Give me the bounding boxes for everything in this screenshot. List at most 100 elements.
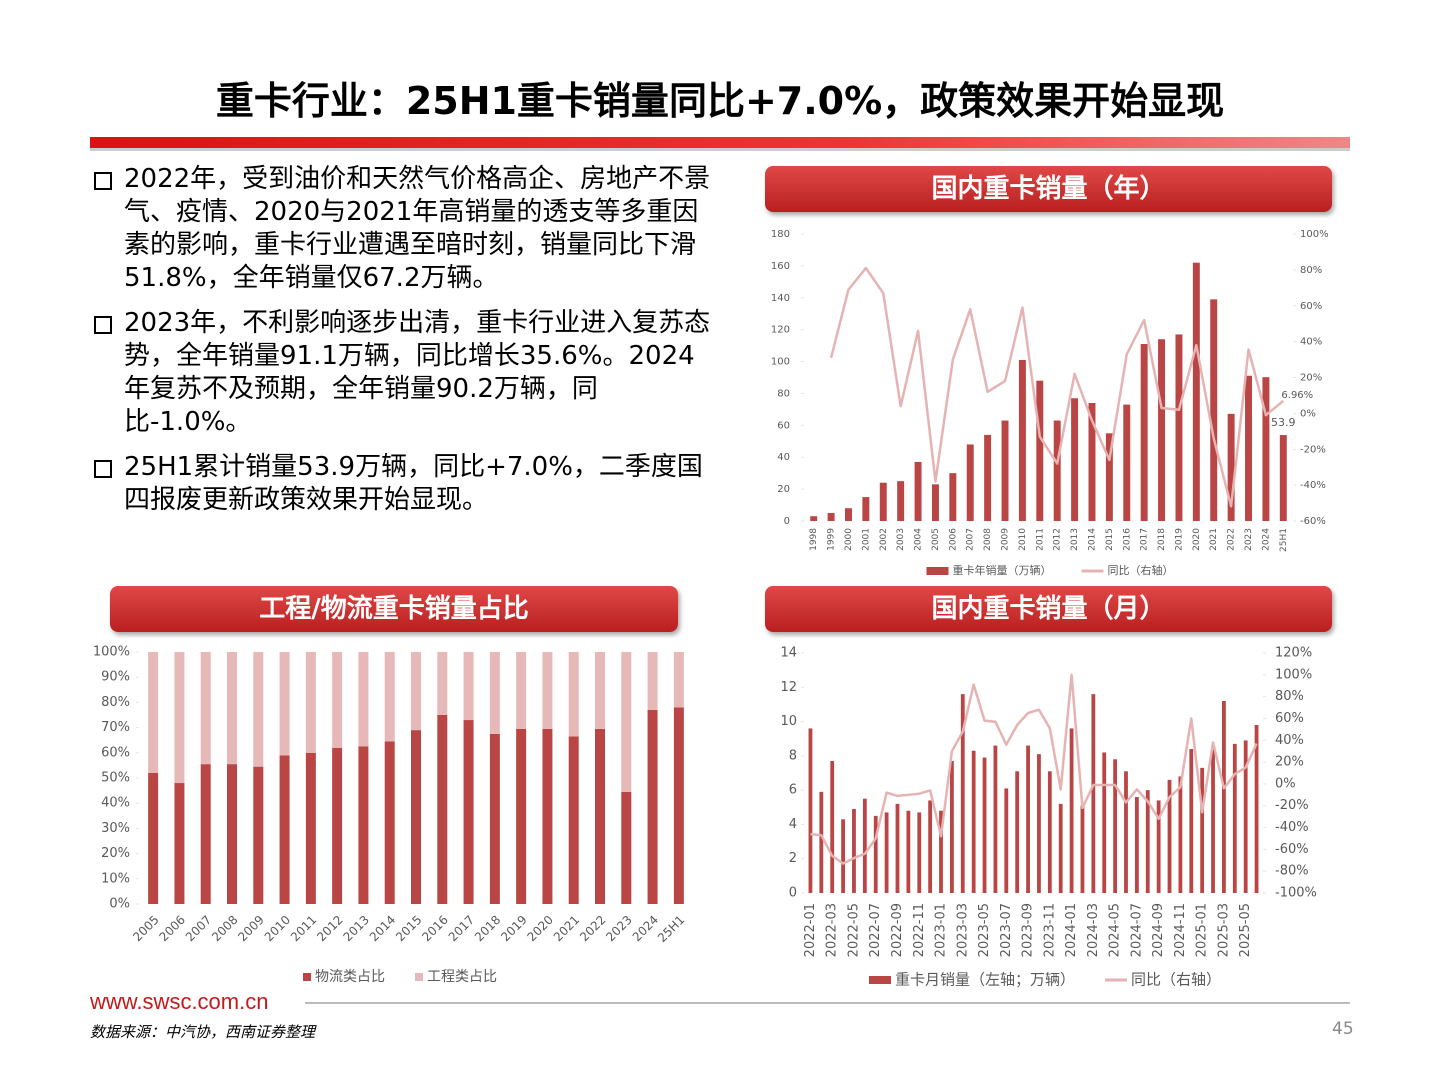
bar <box>673 707 684 904</box>
bar <box>819 791 824 893</box>
bar <box>568 652 579 737</box>
bar <box>1227 413 1235 521</box>
x-tick-label: 2019 <box>498 913 529 944</box>
y-tick-label: 4 <box>789 817 797 832</box>
x-tick-label: 2010 <box>1018 528 1028 551</box>
x-tick-label: 2012 <box>314 913 345 944</box>
bar <box>227 652 237 765</box>
bar <box>437 715 448 904</box>
bar <box>1088 403 1096 521</box>
x-tick-label: 2023-01 <box>934 903 949 957</box>
x-tick-label: 2018 <box>1157 528 1167 551</box>
bar <box>1113 759 1118 893</box>
bar <box>1189 749 1194 893</box>
y-tick-label: 0% <box>109 897 130 912</box>
y-tick-label: 20% <box>101 846 130 861</box>
bar <box>621 791 632 904</box>
y-tick-label: -60% <box>1275 842 1309 857</box>
y-tick-label: 80% <box>101 695 130 710</box>
y-tick-label: 160 <box>771 261 790 272</box>
bar <box>253 766 264 904</box>
bar <box>384 741 395 904</box>
y-tick-label: 60% <box>1275 711 1304 726</box>
y-tick-label: 100% <box>1300 229 1329 240</box>
bar <box>411 652 421 731</box>
y-tick-label: 60 <box>777 420 790 431</box>
x-tick-label: 25H1 <box>655 913 687 945</box>
bar <box>673 652 684 708</box>
x-tick-label: 2020 <box>1192 528 1202 551</box>
bar <box>1053 420 1061 521</box>
bar <box>384 652 395 742</box>
y-tick-label: 20% <box>1300 373 1322 384</box>
x-tick-label: 2024-07 <box>1129 903 1144 957</box>
y-tick-label: 120 <box>771 325 790 336</box>
y-tick-label: 140 <box>771 293 790 304</box>
y-tick-label: -40% <box>1300 480 1326 491</box>
x-tick-label: 2023-03 <box>955 903 970 957</box>
y-tick-label: 8 <box>789 748 797 763</box>
bar <box>595 652 605 729</box>
bar <box>862 798 867 893</box>
bar <box>971 750 976 893</box>
bar <box>884 812 889 893</box>
bar <box>1211 749 1215 893</box>
y-tick-label: -20% <box>1300 444 1326 455</box>
x-tick-label: 2015 <box>393 913 424 944</box>
x-tick-label: 2000 <box>844 528 854 551</box>
x-tick-label: 2022-03 <box>825 903 840 957</box>
y-tick-label: 80% <box>1275 689 1304 704</box>
x-tick-label: 2021 <box>1209 528 1219 551</box>
x-tick-label: 2022 <box>1227 528 1237 551</box>
x-tick-label: 2006 <box>157 913 188 944</box>
bullet: 25H1累计销量53.9万辆，同比+7.0%，二季度国四报废更新政策效果开始显现… <box>92 451 717 517</box>
x-tick-label: 2022-01 <box>803 903 818 957</box>
x-tick-label: 2016 <box>1122 528 1132 551</box>
bar <box>1222 701 1226 893</box>
legend-swatch <box>926 567 949 575</box>
legend-swatch <box>415 973 423 981</box>
bar <box>1036 380 1044 521</box>
x-tick-label: 2005 <box>931 528 941 551</box>
bar <box>1015 771 1020 893</box>
bar <box>1047 771 1052 893</box>
legend-label: 同比（右轴） <box>1131 971 1221 989</box>
bar <box>516 728 527 904</box>
y-tick-label: -20% <box>1275 798 1309 813</box>
slide-title: 重卡行业：25H1重卡销量同比+7.0%，政策效果开始显现 <box>215 79 1225 123</box>
bar <box>253 652 264 767</box>
x-tick-label: 2015 <box>1105 528 1115 551</box>
x-tick-label: 2025-03 <box>1216 903 1231 957</box>
bar <box>595 728 605 904</box>
y-tick-label: 0 <box>784 516 790 527</box>
x-tick-label: 2018 <box>472 913 503 944</box>
x-tick-label: 2022-07 <box>868 903 883 957</box>
y-tick-label: 12 <box>780 680 797 695</box>
page-number: 45 <box>1332 1019 1354 1039</box>
bar <box>1145 790 1150 893</box>
bar <box>1123 404 1131 521</box>
x-tick-label: 25H1 <box>1279 528 1289 552</box>
bullet: 2022年，受到油价和天然气价格高企、房地产不景气、疫情、2020与2021年高… <box>92 163 717 295</box>
y-tick-label: 14 <box>780 646 797 661</box>
x-tick-label: 2022-11 <box>912 903 927 957</box>
legend-label: 物流类占比 <box>315 969 385 985</box>
bar <box>148 652 159 773</box>
bar <box>1058 803 1063 893</box>
bar <box>966 444 974 521</box>
y-tick-label: 10% <box>101 871 130 886</box>
bullet-text: 25H1累计销量53.9万辆，同比+7.0%，二季度国四报废更新政策效果开始显现… <box>124 452 703 515</box>
bar <box>1156 800 1161 893</box>
bar <box>227 764 237 904</box>
bar <box>1091 694 1096 893</box>
bar <box>960 694 965 893</box>
x-tick-label: 2009 <box>1001 528 1011 551</box>
x-tick-label: 2006 <box>948 528 958 551</box>
y-tick-label: 40% <box>1275 733 1304 748</box>
chart-banner: 国内重卡销量（年） <box>765 166 1332 212</box>
x-tick-label: 2017 <box>1140 528 1150 551</box>
x-tick-label: 2021 <box>551 913 582 944</box>
bar <box>1001 420 1009 521</box>
y-tick-label: -100% <box>1275 886 1317 901</box>
x-tick-label: 2016 <box>419 913 450 944</box>
